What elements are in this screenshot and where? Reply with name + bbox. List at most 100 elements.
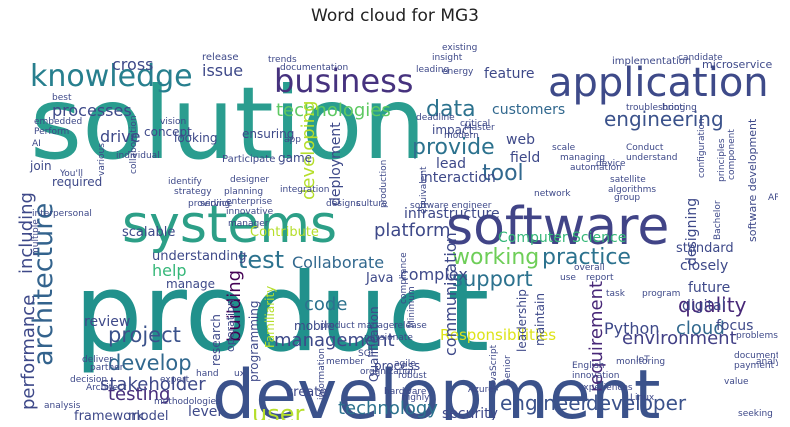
word-perform: Perform — [34, 127, 69, 137]
word-qualification: Qualification — [367, 306, 381, 382]
word-programming: programming — [247, 301, 261, 382]
word-bring: bring — [662, 103, 685, 113]
word-standard: standard — [676, 241, 734, 256]
word-satellite: satellite — [610, 175, 646, 185]
word-tool: tool — [482, 161, 524, 186]
word-configuration: configuration — [697, 118, 707, 178]
word-deadline: deadline — [416, 113, 455, 123]
word-game: game — [278, 151, 312, 165]
word-framework: framework — [74, 409, 144, 420]
word-infrastructure: infrastructure — [404, 206, 500, 222]
word-strategy: strategy — [174, 187, 212, 197]
word-agile: agile — [394, 359, 416, 369]
word-engineering: engineering — [604, 107, 724, 131]
word-project: project — [108, 323, 181, 347]
word-sql: SQL — [358, 349, 376, 359]
word-multiple: multiple — [31, 219, 41, 256]
word-linux: Linux — [630, 393, 655, 403]
word-support: support — [452, 267, 533, 291]
word-interpersonal: interpersonal — [32, 209, 92, 219]
word-documentation: documentation — [280, 63, 348, 73]
word-analysis: analysis — [44, 401, 81, 411]
word-architect: Architect — [86, 383, 127, 393]
word-existing: existing — [442, 43, 477, 53]
word-knowledge: knowledge — [30, 59, 193, 94]
word-scale: scale — [552, 143, 576, 153]
word-processes: processes — [52, 101, 132, 120]
word-code: code — [304, 294, 347, 315]
word-join: join — [29, 159, 52, 173]
word-document: document — [734, 351, 778, 361]
word-platform: platform — [374, 220, 450, 241]
word-organization: organization — [360, 367, 416, 377]
word-familiarity: Familiarity — [263, 286, 277, 348]
word-minimum: Minimum — [407, 286, 417, 328]
word-technology: technology — [338, 398, 438, 419]
word-partner: partner — [90, 363, 124, 373]
word-report: report — [586, 273, 614, 283]
word-leadership: leadership — [515, 289, 529, 352]
word-level: level — [188, 404, 221, 420]
word-technologies: technologies — [276, 100, 391, 121]
word-managing: managing — [560, 153, 605, 163]
word-modern: modern — [444, 131, 479, 141]
word-app: app — [284, 135, 301, 145]
word-designing: designing — [684, 198, 700, 266]
word-equivalent: equivalent — [419, 166, 429, 214]
word-help: help — [152, 261, 187, 280]
word-including: including — [16, 192, 37, 274]
word-working: working — [452, 245, 539, 270]
word-designer: designer — [230, 175, 269, 185]
word-web: web — [506, 132, 535, 148]
word-leading: leading — [416, 65, 449, 75]
word-testing: testing — [108, 384, 170, 405]
word-contribute: Contribute — [250, 225, 319, 240]
word-management: management — [274, 330, 395, 351]
word-software-engineer: software engineer — [410, 201, 492, 211]
word-looking: looking — [174, 131, 218, 145]
word-product: product — [74, 251, 489, 376]
word-computer-science: Computer Science — [498, 230, 626, 246]
word-english: English — [572, 361, 605, 371]
word-systems: systems — [122, 195, 337, 255]
word-test: test — [238, 246, 284, 274]
word-develop: develop — [108, 351, 192, 375]
word-principles: principles — [717, 138, 727, 182]
word-software: software — [446, 197, 669, 257]
word-insight: insight — [432, 53, 463, 63]
word-task: task — [606, 289, 626, 299]
word-scalable: scalable — [122, 225, 175, 240]
word-provide: provide — [412, 135, 495, 160]
word-complex: complex — [400, 265, 468, 284]
word-senior: Senior — [503, 355, 513, 384]
word-data: data — [426, 97, 476, 122]
word-network: network — [534, 189, 571, 199]
word-designs: designs — [326, 199, 361, 209]
word-practice: practice — [542, 245, 631, 270]
word-developing: developing — [298, 100, 319, 200]
word-troubleshooting: troubleshooting — [626, 103, 697, 113]
word-application: application — [548, 60, 769, 106]
word-ensuring: ensuring — [242, 127, 294, 141]
word-cloud: cloud — [676, 318, 725, 339]
word-digital: digital — [682, 298, 726, 314]
word-critical: critical — [460, 119, 490, 129]
word-research: research — [209, 314, 223, 366]
word-energy: energy — [442, 67, 474, 77]
word-group: group — [614, 193, 640, 203]
word-candidate: candidate — [678, 53, 723, 63]
word-javascript: JavaScript — [489, 344, 499, 391]
word-vision: vision — [160, 117, 186, 127]
word-requirement: requirement — [586, 281, 607, 392]
word-master: Master — [464, 123, 495, 133]
word-solution: solution — [30, 65, 426, 182]
word-cross: cross — [112, 55, 153, 74]
word-lead: lead — [436, 156, 466, 172]
word-focus: focus — [716, 318, 753, 334]
word-production: production — [379, 160, 389, 208]
word-participate: Participate — [222, 154, 275, 165]
word-review: review — [84, 314, 130, 330]
word-concept: concept — [144, 125, 192, 139]
word-program: program — [642, 289, 680, 299]
word-software-development: software development — [746, 118, 759, 242]
